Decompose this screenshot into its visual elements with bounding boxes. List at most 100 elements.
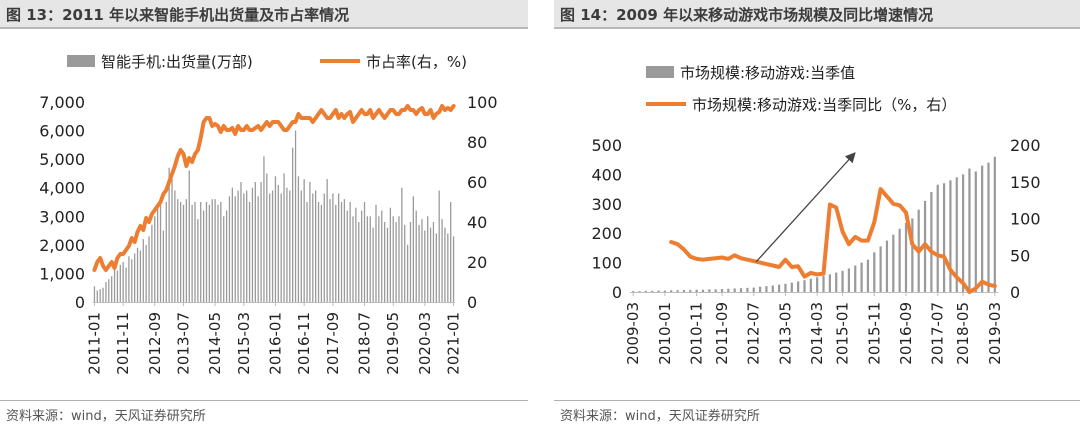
bar xyxy=(803,280,806,292)
legend-line-label: 市场规模:移动游戏:当季同比（%，右） xyxy=(692,96,956,114)
chart-title: 图 14：2009 年以来移动游戏市场规模及同比增速情况 xyxy=(560,6,934,24)
bar xyxy=(257,196,259,302)
bar xyxy=(412,196,414,302)
bar xyxy=(211,199,213,302)
bar xyxy=(231,187,233,302)
bar xyxy=(714,289,717,292)
bar xyxy=(930,192,933,292)
bar xyxy=(441,219,443,302)
bar xyxy=(174,190,176,302)
bar xyxy=(240,182,242,302)
y-left-tick-label: 3,000 xyxy=(39,207,85,226)
bar xyxy=(156,204,159,302)
bar xyxy=(406,244,409,302)
bar xyxy=(269,193,271,302)
bar xyxy=(297,176,300,302)
x-tick-label: 2019-05 xyxy=(384,312,402,375)
bar xyxy=(96,290,98,302)
bar xyxy=(148,236,150,302)
bar xyxy=(432,222,435,302)
y-right-tick-label: 100 xyxy=(1010,210,1041,229)
bar xyxy=(352,216,354,302)
bar xyxy=(309,182,311,302)
legend-bar-swatch xyxy=(646,66,674,78)
bar xyxy=(142,239,144,302)
y-left-tick-label: 100 xyxy=(591,254,622,273)
source-divider xyxy=(554,400,1080,401)
bar xyxy=(739,288,743,292)
bar xyxy=(131,259,133,302)
bar xyxy=(358,222,360,302)
y-right-tick-label: 200 xyxy=(1010,136,1041,155)
bar xyxy=(317,202,320,302)
bar xyxy=(676,290,679,292)
bar xyxy=(765,286,768,292)
bar xyxy=(936,184,939,292)
bar xyxy=(165,202,167,302)
bar xyxy=(326,179,328,302)
y-left-tick-label: 300 xyxy=(591,195,622,214)
bar xyxy=(961,174,965,292)
bar xyxy=(752,287,755,292)
bar xyxy=(251,187,254,302)
bar xyxy=(885,240,889,292)
bar xyxy=(271,190,274,302)
bar xyxy=(208,204,211,302)
bar xyxy=(847,268,851,292)
bar xyxy=(200,202,202,302)
bar xyxy=(904,222,908,292)
bar xyxy=(139,250,142,302)
chart-title: 图 13：2011 年以来智能手机出货量及市占率情况 xyxy=(6,6,350,24)
bar xyxy=(389,207,392,302)
bar xyxy=(949,180,952,292)
y-right-tick-label: 50 xyxy=(1010,246,1030,265)
chart-source: 资料来源：wind，天风证券研究所 xyxy=(560,409,760,424)
bar xyxy=(315,190,317,302)
bar xyxy=(395,222,397,302)
bar xyxy=(294,130,297,302)
bar xyxy=(205,202,208,302)
bar xyxy=(427,216,429,302)
bar xyxy=(125,267,127,302)
x-tick-label: 2019-03 xyxy=(986,302,1004,365)
bar xyxy=(701,289,705,292)
bar xyxy=(409,222,412,302)
bar xyxy=(822,275,825,292)
bar xyxy=(159,202,162,302)
bar xyxy=(154,216,156,302)
bar xyxy=(248,202,251,302)
bar xyxy=(450,202,452,302)
chart-panel-left: 图 13：2011 年以来智能手机出货量及市占率情况 智能手机:出货量(万部) 市… xyxy=(0,0,528,427)
bar xyxy=(841,270,844,292)
bar xyxy=(733,288,736,292)
bar xyxy=(898,228,901,292)
bar xyxy=(202,210,205,302)
bar xyxy=(243,193,245,302)
bar xyxy=(392,216,394,302)
bar xyxy=(828,274,831,292)
bar xyxy=(349,202,351,302)
bar xyxy=(119,264,121,302)
bar xyxy=(632,291,635,292)
x-tick-label: 2010-01 xyxy=(656,302,674,365)
bar xyxy=(372,227,374,302)
bar xyxy=(346,210,348,302)
bar xyxy=(237,190,239,302)
y-left-tick-label: 5,000 xyxy=(39,150,85,169)
bar xyxy=(254,182,256,302)
bar xyxy=(111,276,113,302)
x-tick-label: 2010-11 xyxy=(688,302,706,365)
x-tick-label: 2012-07 xyxy=(745,302,763,365)
bar xyxy=(955,177,958,292)
chart-source: 资料来源：wind，天风证券研究所 xyxy=(6,409,206,424)
bar xyxy=(217,204,219,302)
bar xyxy=(312,193,314,302)
bar xyxy=(682,289,686,292)
bar xyxy=(415,210,417,302)
bar xyxy=(194,202,196,302)
chart-panel-right: 图 14：2009 年以来移动游戏市场规模及同比增速情况 市场规模:移动游戏:当… xyxy=(554,0,1080,427)
bar xyxy=(102,287,104,302)
bar xyxy=(266,173,268,302)
bar xyxy=(378,216,380,302)
bar xyxy=(289,190,291,302)
